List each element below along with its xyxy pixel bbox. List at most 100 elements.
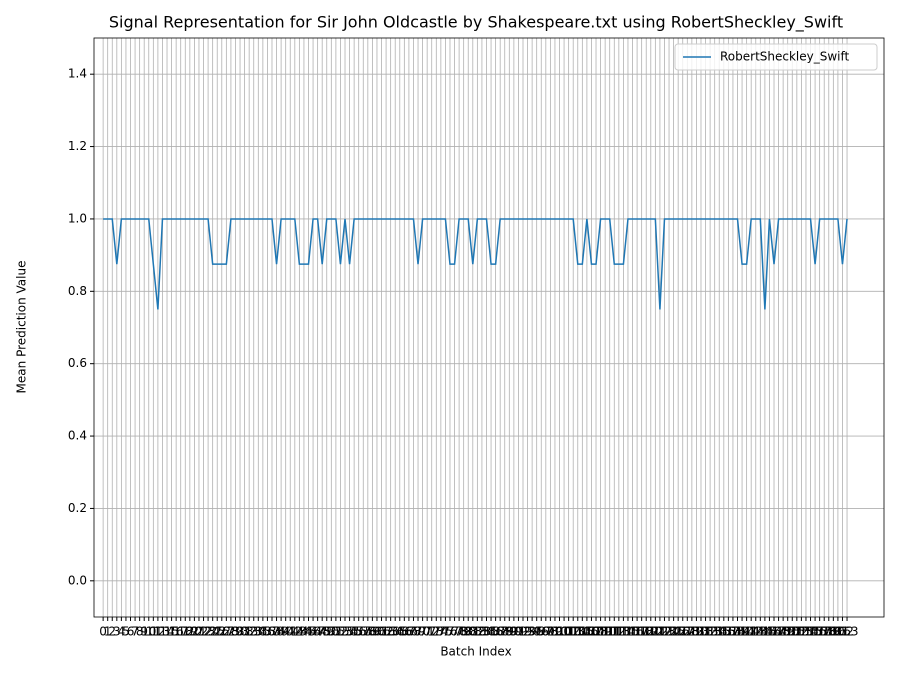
x-tick-label: 7: [131, 625, 139, 639]
x-tick-label: 67: [401, 625, 416, 639]
x-tick-label: 64: [388, 625, 403, 639]
x-tick-label: 6: [127, 625, 135, 639]
x-tick-label: 75: [438, 625, 453, 639]
x-tick-label: 80: [461, 625, 476, 639]
x-tick-label: 120: [639, 625, 662, 639]
x-tick-label: 0: [99, 625, 107, 639]
x-tick-label: 59: [365, 625, 380, 639]
x-tick-label: 49: [319, 625, 334, 639]
x-tick-label: 53: [337, 625, 352, 639]
y-tick-label: 0.6: [68, 356, 87, 370]
x-tick-label: 34: [251, 625, 266, 639]
x-tick-label: 139: [726, 625, 749, 639]
x-tick-label: 106: [575, 625, 598, 639]
y-tick-label: 0.0: [68, 573, 87, 587]
x-tick-label: 68: [406, 625, 421, 639]
x-tick-label: 104: [566, 625, 589, 639]
x-tick-label: 60: [369, 625, 384, 639]
x-tick-label: 73: [429, 625, 444, 639]
x-tick-label: 149: [772, 625, 795, 639]
x-tick-label: 134: [703, 625, 726, 639]
x-tick-label: 117: [626, 625, 649, 639]
x-tick-label: 119: [635, 625, 658, 639]
x-tick-label: 4: [118, 625, 126, 639]
x-tick-label: 113: [607, 625, 630, 639]
x-tick-label: 107: [580, 625, 603, 639]
x-tick-label: 137: [717, 625, 740, 639]
x-tick-label: 12: [150, 625, 165, 639]
x-tick-label: 92: [515, 625, 530, 639]
x-tick-label: 61: [374, 625, 389, 639]
x-tick-label: 51: [328, 625, 343, 639]
x-tick-label: 70: [415, 625, 430, 639]
x-tick-label: 46: [305, 625, 320, 639]
x-tick-label: 131: [690, 625, 713, 639]
x-tick-label: 56: [351, 625, 366, 639]
x-tick-label: 152: [785, 625, 808, 639]
x-tick-label: 156: [804, 625, 827, 639]
x-axis-label: Batch Index: [440, 645, 511, 659]
x-tick-label: 133: [699, 625, 722, 639]
x-tick-label: 81: [465, 625, 480, 639]
x-tick-label: 127: [671, 625, 694, 639]
x-tick-label: 160: [822, 625, 845, 639]
x-tick-label: 72: [424, 625, 439, 639]
x-tick-label: 148: [767, 625, 790, 639]
x-tick-label: 19: [182, 625, 197, 639]
x-tick-label: 26: [214, 625, 229, 639]
x-tick-label: 86: [488, 625, 503, 639]
x-tick-label: 132: [694, 625, 717, 639]
x-tick-label: 124: [658, 625, 681, 639]
x-tick-label: 50: [324, 625, 339, 639]
x-tick-label: 14: [159, 625, 174, 639]
x-tick-label: 54: [342, 625, 357, 639]
x-tick-label: 57: [356, 625, 371, 639]
x-tick-label: 146: [758, 625, 781, 639]
x-tick-label: 151: [781, 625, 804, 639]
x-tick-label: 33: [246, 625, 261, 639]
y-tick-label: 0.4: [68, 429, 87, 443]
x-tick-label: 82: [470, 625, 485, 639]
x-tick-label: 23: [200, 625, 215, 639]
x-tick-label: 77: [447, 625, 462, 639]
x-tick-label: 22: [196, 625, 211, 639]
x-tick-label: 38: [269, 625, 284, 639]
x-tick-label: 155: [799, 625, 822, 639]
x-tick-label: 16: [169, 625, 184, 639]
x-tick-label: 135: [708, 625, 731, 639]
x-tick-label: 154: [795, 625, 818, 639]
x-tick-label: 130: [685, 625, 708, 639]
axes-frame: [93, 37, 885, 618]
x-tick-label: 145: [753, 625, 776, 639]
x-tick-label: 20: [187, 625, 202, 639]
y-axis-label: Mean Prediction Value: [15, 261, 29, 394]
x-tick-label: 100: [548, 625, 571, 639]
x-tick-label: 161: [826, 625, 849, 639]
x-tick-label: 147: [763, 625, 786, 639]
x-tick-label: 17: [173, 625, 188, 639]
x-tick-label: 2: [108, 625, 116, 639]
x-tick-label: 42: [287, 625, 302, 639]
x-tick-label: 142: [740, 625, 763, 639]
x-tick-label: 157: [808, 625, 831, 639]
x-tick-label: 158: [813, 625, 836, 639]
x-tick-label: 11: [146, 625, 161, 639]
x-tick-label: 44: [296, 625, 311, 639]
x-tick-label: 28: [223, 625, 238, 639]
x-tick-label: 121: [644, 625, 667, 639]
x-tick-label: 144: [749, 625, 772, 639]
x-tick-label: 24: [205, 625, 220, 639]
x-tick-label: 89: [502, 625, 517, 639]
x-tick-label: 94: [524, 625, 539, 639]
x-tick-label: 30: [232, 625, 247, 639]
x-tick-label: 136: [712, 625, 735, 639]
x-tick-label: 140: [731, 625, 754, 639]
x-tick-label: 87: [493, 625, 508, 639]
x-tick-label: 108: [585, 625, 608, 639]
x-tick-label: 153: [790, 625, 813, 639]
x-tick-label: 25: [210, 625, 225, 639]
data-line: [103, 218, 848, 310]
x-tick-label: 21: [191, 625, 206, 639]
x-tick-label: 141: [735, 625, 758, 639]
